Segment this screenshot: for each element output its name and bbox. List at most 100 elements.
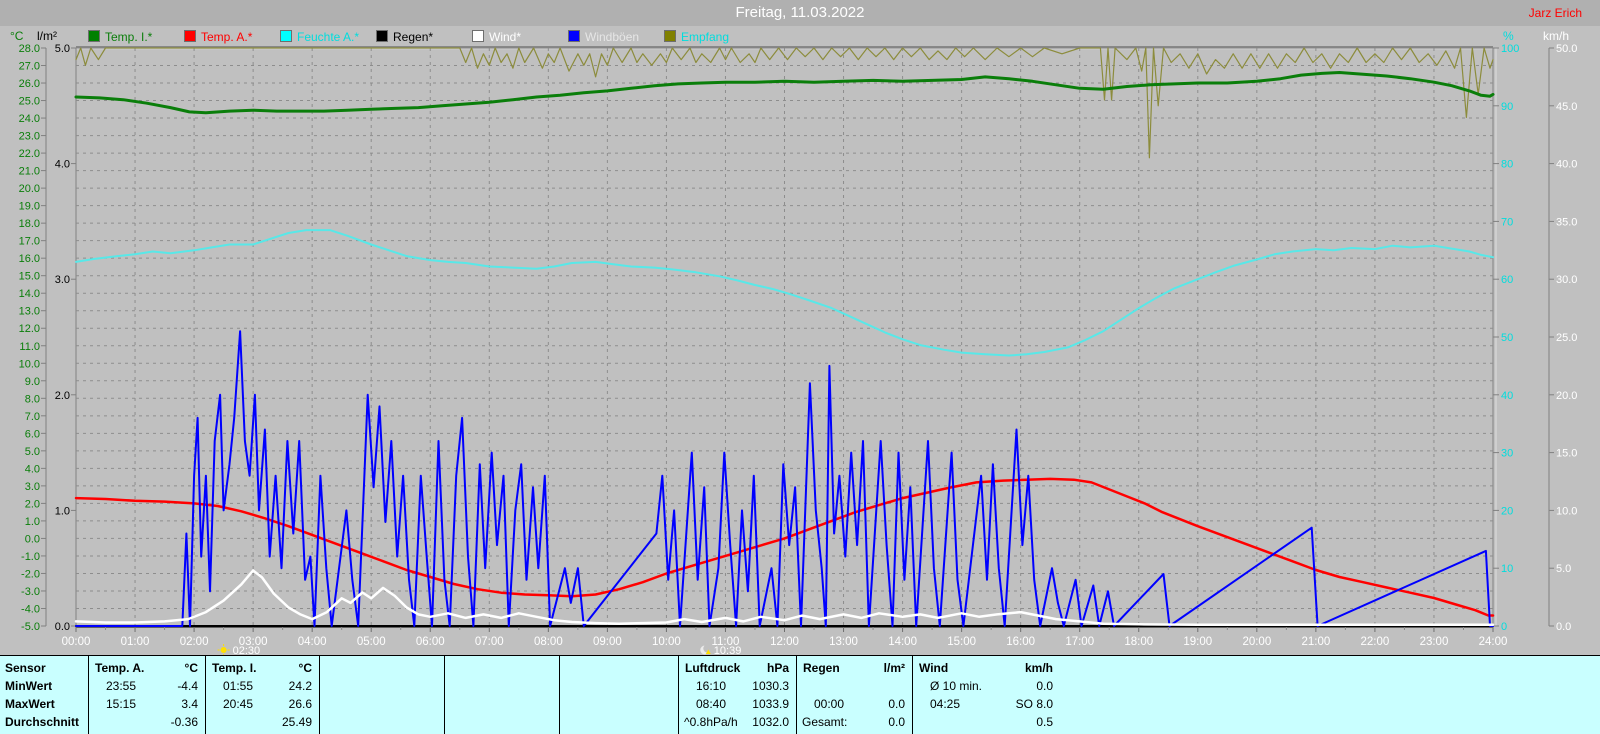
stats-time bbox=[206, 713, 211, 731]
stats-column-header: Regen l/m² bbox=[797, 659, 912, 677]
stats-time: 01:55 bbox=[223, 679, 254, 693]
legend-item-wind: Wind* bbox=[472, 30, 521, 44]
legend-swatch-icon bbox=[376, 30, 388, 42]
stats-row-label: Sensor bbox=[5, 661, 46, 675]
stats-avg-row: ^0.8hPa/h 1032.0 bbox=[679, 713, 796, 731]
x-axis-label: 11:00 bbox=[711, 636, 739, 648]
stats-value: 3.4 bbox=[181, 697, 198, 711]
temp-tick-label: 4.0 bbox=[25, 463, 40, 475]
stats-avg-row: 0.5 bbox=[913, 713, 1060, 731]
marker-time-label: 02:30 bbox=[233, 645, 261, 657]
stats-min-row: 16:10 1030.3 bbox=[679, 677, 796, 695]
x-axis-label: 10:00 bbox=[652, 636, 681, 648]
humidity-tick-label: 30 bbox=[1501, 448, 1513, 460]
temp-tick-label: 23.0 bbox=[19, 131, 40, 143]
temp-tick-label: 13.0 bbox=[19, 306, 40, 318]
stats-avg-row: -0.36 bbox=[89, 713, 205, 731]
stats-time: ^0.8hPa/h bbox=[684, 715, 738, 729]
stats-time: 08:40 bbox=[696, 697, 727, 711]
stats-time: 23:55 bbox=[106, 679, 137, 693]
temp-tick-label: 11.0 bbox=[19, 341, 40, 353]
rain-tick-label: 1.0 bbox=[55, 505, 70, 517]
temp-tick-label: 2.0 bbox=[25, 498, 40, 510]
temp-tick-label: 21.0 bbox=[19, 166, 40, 178]
stats-empty-column bbox=[559, 656, 678, 734]
legend-label: Wind* bbox=[489, 30, 522, 44]
x-axis-label: 15:00 bbox=[947, 636, 976, 648]
humidity-tick-label: 90 bbox=[1501, 101, 1513, 113]
x-axis-label: 00:00 bbox=[62, 636, 91, 648]
stats-time bbox=[913, 713, 918, 731]
humidity-tick-label: 20 bbox=[1501, 505, 1513, 517]
humidity-tick-label: 60 bbox=[1501, 274, 1513, 286]
temp-tick-label: 7.0 bbox=[25, 411, 40, 423]
stats-column-luftdruck: Luftdruck hPa 16:10 1030.3 08:40 1033.9 ^0.8hP… bbox=[678, 656, 796, 734]
stats-value: 1032.0 bbox=[752, 715, 789, 729]
temp-tick-label: 0.0 bbox=[25, 533, 40, 545]
stats-value bbox=[905, 677, 912, 695]
stats-table: Sensor MinWert MaxWert Durchschnitt Temp. A.… bbox=[0, 655, 1600, 734]
stats-value: 1030.3 bbox=[752, 679, 789, 693]
temp-tick-label: 22.0 bbox=[19, 148, 40, 160]
x-axis-label: 18:00 bbox=[1124, 636, 1153, 648]
humidity-tick-label: 70 bbox=[1501, 216, 1513, 228]
sensor-name: Regen bbox=[803, 661, 840, 675]
temp-tick-label: 27.0 bbox=[19, 61, 40, 73]
stats-time: 15:15 bbox=[106, 697, 137, 711]
wind-tick-label: 0.0 bbox=[1556, 621, 1571, 633]
temp-tick-label: 14.0 bbox=[19, 288, 40, 300]
temp-tick-label: -5.0 bbox=[21, 621, 40, 633]
sensor-name: Temp. A. bbox=[95, 661, 145, 675]
wind-tick-label: 10.0 bbox=[1556, 505, 1577, 517]
stats-time: 00:00 bbox=[814, 697, 845, 711]
stats-column-header: Temp. I. °C bbox=[206, 659, 319, 677]
temp-tick-label: -1.0 bbox=[21, 551, 40, 563]
moon-marker-icon bbox=[700, 644, 712, 655]
stats-value: 24.2 bbox=[288, 679, 312, 693]
stats-max-row: 08:40 1033.9 bbox=[679, 695, 796, 713]
stats-time bbox=[89, 713, 94, 731]
stats-column-wind: Wind km/h Ø 10 min. 0.0 04:25 SO 8.0 0.5 bbox=[912, 656, 1060, 734]
x-axis-label: 01:00 bbox=[121, 636, 150, 648]
stats-value: SO 8.0 bbox=[1015, 697, 1053, 711]
legend-item-regen: Regen* bbox=[376, 30, 433, 44]
stats-empty-column bbox=[319, 656, 444, 734]
wind-tick-label: 35.0 bbox=[1556, 216, 1577, 228]
series-feuchte-a bbox=[75, 229, 1494, 357]
legend-item-windböen: Windböen bbox=[568, 30, 639, 44]
legend-item-feuchte-a: Feuchte A.* bbox=[280, 30, 359, 44]
legend-item-temp-i: Temp. I.* bbox=[88, 30, 152, 44]
temp-tick-label: 12.0 bbox=[19, 323, 40, 335]
x-axis-label: 19:00 bbox=[1183, 636, 1212, 648]
sun-marker-icon bbox=[217, 644, 230, 656]
legend-label: Temp. A.* bbox=[201, 30, 253, 44]
temp-tick-label: -3.0 bbox=[21, 586, 40, 598]
x-axis-label: 17:00 bbox=[1065, 636, 1094, 648]
x-axis-label: 22:00 bbox=[1361, 636, 1390, 648]
x-axis-label: 12:00 bbox=[770, 636, 799, 648]
temp-tick-label: 17.0 bbox=[19, 236, 40, 248]
stats-value: 0.5 bbox=[1036, 715, 1053, 729]
temp-tick-label: 10.0 bbox=[19, 358, 40, 370]
wind-tick-label: 30.0 bbox=[1556, 274, 1577, 286]
temp-tick-label: 3.0 bbox=[25, 481, 40, 493]
stats-column-header: Luftdruck hPa bbox=[679, 659, 796, 677]
stats-column-header: Wind km/h bbox=[913, 659, 1060, 677]
stats-value: -0.36 bbox=[170, 715, 198, 729]
station-name: Jarz Erich bbox=[1528, 6, 1582, 20]
legend-label: Feuchte A.* bbox=[297, 30, 360, 44]
temp-tick-label: 16.0 bbox=[19, 253, 40, 265]
legend-label: Windböen bbox=[585, 30, 640, 44]
stats-min-row: Ø 10 min. 0.0 bbox=[913, 677, 1060, 695]
temp-tick-label: 9.0 bbox=[25, 376, 40, 388]
humidity-tick-label: 40 bbox=[1501, 390, 1513, 402]
legend-swatch-icon bbox=[88, 30, 100, 42]
stats-max-row: 20:45 26.6 bbox=[206, 695, 319, 713]
temp-tick-label: 15.0 bbox=[19, 271, 40, 283]
legend-label: Empfang bbox=[681, 30, 730, 44]
temp-tick-label: 1.0 bbox=[25, 516, 40, 528]
stats-time: 16:10 bbox=[696, 679, 727, 693]
legend-swatch-icon bbox=[664, 30, 676, 42]
unit-label-celsius: °C bbox=[10, 29, 24, 43]
